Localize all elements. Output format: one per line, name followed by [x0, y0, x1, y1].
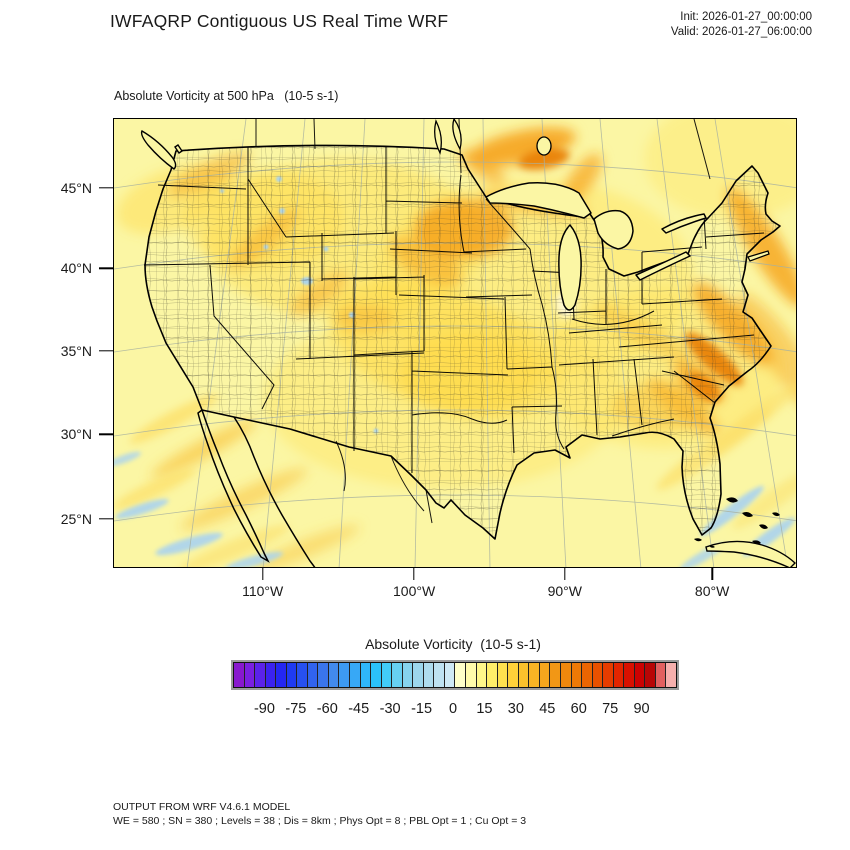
colorbar-cell [234, 663, 245, 687]
colorbar-cell [402, 663, 414, 687]
colorbar-title: Absolute Vorticity (10-5 s-1) [365, 636, 541, 652]
colorbar-tick-label: -60 [316, 701, 338, 717]
valid-time: Valid: 2026-01-27_06:00:00 [670, 26, 812, 38]
colorbar-cell [265, 663, 277, 687]
colorbar-cell [328, 663, 340, 687]
footer-config-line: WE = 580 ; SN = 380 ; Levels = 38 ; Dis … [113, 814, 527, 827]
lat-tick-mark [99, 433, 114, 436]
map-subtitle: Absolute Vorticity at 500 hPa (10-5 s-1) [114, 89, 339, 103]
colorbar-tick-label: 45 [539, 701, 556, 717]
colorbar-cell [371, 663, 382, 687]
colorbar-cell [634, 663, 646, 687]
colorbar-cell [318, 663, 329, 687]
colorbar-cell [244, 663, 256, 687]
colorbar-cell [571, 663, 583, 687]
map-frame: 45°N 40°N 35°N 30°N 25°N 110°W 100°W 90°W 80°W [61, 118, 797, 599]
colorbar-cell [434, 663, 445, 687]
colorbar-cell [666, 663, 676, 687]
colorbar-cell [466, 663, 477, 687]
lat-tick-label: 40°N [60, 260, 92, 277]
colorbar-cell [286, 663, 298, 687]
colorbar-cell [392, 663, 403, 687]
lon-tick-mark [261, 567, 264, 580]
colorbar-cell [518, 663, 530, 687]
colorbar-cell [381, 663, 393, 687]
colorbar-tick-label: 30 [507, 701, 524, 717]
lon-tick-label: 110°W [242, 583, 284, 599]
colorbar-tick-label: -75 [285, 701, 307, 717]
colorbar-labels: -90 -75 -60 -45 -30 -15 0 15 30 45 60 75 90 [233, 701, 673, 721]
colorbar-tick-label: 90 [633, 701, 650, 717]
colorbar-cell [455, 663, 467, 687]
colorbar-cell [444, 663, 456, 687]
colorbar-tick-label: -30 [379, 701, 401, 717]
lon-tick-mark [711, 567, 713, 580]
lat-tick-mark [99, 267, 114, 269]
colorbar-cell [624, 663, 635, 687]
colorbar-cell [529, 663, 540, 687]
colorbar-cell [592, 663, 604, 687]
colorbar-tick-label: -15 [411, 701, 433, 717]
footer: OUTPUT FROM WRF V4.6.1 MODEL WE = 580 ; … [113, 801, 526, 828]
great-lakes [485, 181, 707, 311]
page-title: IWFAQRP Contiguous US Real Time WRF [110, 11, 449, 31]
lon-tick-mark [564, 567, 566, 580]
lat-tick-label: 45°N [60, 179, 92, 196]
colorbar-tick-label: 60 [570, 701, 587, 717]
colorbar-cell [550, 663, 561, 687]
colorbar-cell [255, 663, 266, 687]
colorbar-cell [582, 663, 593, 687]
colorbar-cell [297, 663, 308, 687]
lon-tick-mark [413, 567, 415, 580]
lat-tick-mark [99, 350, 114, 352]
lat-tick-label: 35°N [60, 343, 92, 360]
colorbar-cell [497, 663, 509, 687]
colorbar-cell [613, 663, 625, 687]
colorbar-cell [645, 663, 656, 687]
colorbar-tick-label: -45 [348, 701, 370, 717]
lat-tick-mark [99, 518, 114, 520]
colorbar-cell [276, 663, 287, 687]
colorbar-tick-label: 0 [448, 701, 458, 717]
lon-tick-label: 100°W [392, 583, 436, 599]
map-plot [114, 119, 796, 567]
lat-tick-mark [99, 186, 114, 189]
run-times: Init: 2026-01-27_00:00:00 Valid: 2026-01… [671, 10, 812, 40]
colorbar-tick-label: -90 [253, 701, 275, 717]
colorbar-cell [413, 663, 424, 687]
colorbar-cell [508, 663, 519, 687]
colorbar-cell [423, 663, 435, 687]
colorbar-cell [560, 663, 572, 687]
init-time: Init: 2026-01-27_00:00:00 [680, 11, 812, 23]
footer-model-line: OUTPUT FROM WRF V4.6.1 MODEL [113, 801, 291, 813]
colorbar-cell [350, 663, 361, 687]
colorbar [231, 660, 679, 690]
colorbar-cell [339, 663, 351, 687]
colorbar-cell [655, 663, 667, 687]
map-canvas [114, 119, 796, 567]
colorbar-cell [307, 663, 319, 687]
colorbar-tick-label: 75 [602, 701, 619, 717]
colorbar-cells [233, 662, 677, 688]
colorbar-cell [360, 663, 372, 687]
lon-tick-label: 90°W [547, 583, 582, 599]
lat-tick-label: 25°N [60, 511, 92, 528]
colorbar-cell [476, 663, 488, 687]
colorbar-tick-label: 15 [476, 701, 493, 717]
lon-tick-label: 80°W [694, 583, 730, 599]
coastlines [140, 119, 796, 567]
colorbar-cell [539, 663, 551, 687]
state-borders [143, 147, 765, 473]
colorbar-cell [487, 663, 498, 687]
colorbar-cell [603, 663, 614, 687]
lat-tick-label: 30°N [60, 426, 92, 443]
